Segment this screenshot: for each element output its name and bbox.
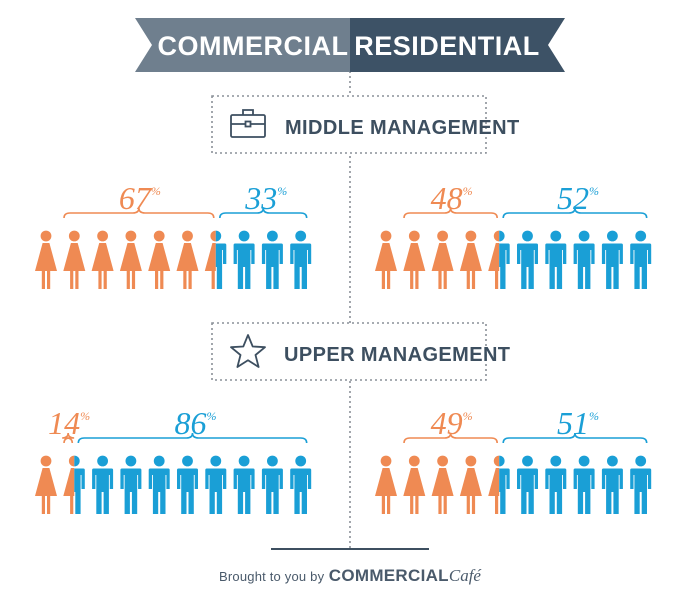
man-figure — [177, 455, 198, 514]
men-percent-label: 52% — [557, 180, 599, 216]
man-figure — [148, 455, 170, 514]
footer-brand: COMMERCIAL — [328, 566, 449, 585]
star-icon — [230, 334, 266, 368]
banner-left-ribbon — [135, 18, 350, 72]
woman-figure — [148, 230, 171, 289]
men-percent-label-sign: % — [589, 184, 599, 198]
footer-prefix: Brought to you by — [219, 569, 325, 584]
woman-figure — [91, 230, 114, 289]
women-percent-label-sign: % — [463, 184, 473, 198]
woman-figure — [375, 230, 397, 289]
man-figure — [573, 230, 595, 289]
men-percent-label: 51% — [557, 405, 599, 441]
woman-figure — [63, 230, 86, 289]
women-brace — [62, 432, 75, 444]
women-percent-label: 14% — [48, 405, 90, 441]
man-figure — [601, 230, 623, 289]
man-figure — [261, 230, 283, 289]
banner-commercial-label: COMMERCIAL — [158, 31, 349, 61]
man-figure — [517, 455, 538, 514]
women-percent-label-sign: % — [463, 409, 473, 423]
men-percent-label-value: 33 — [244, 180, 277, 216]
briefcase-icon — [230, 109, 266, 138]
panel-upper-commercial: 14% 86% — [35, 405, 312, 514]
middle-management-box: MIDDLE MANAGEMENT — [211, 95, 520, 154]
woman-figure — [176, 230, 199, 289]
woman-figure — [35, 230, 57, 289]
women-percent-label-value: 67 — [119, 180, 153, 216]
man-figure — [573, 455, 595, 514]
women-percent-label-value: 48 — [431, 180, 463, 216]
banner-residential-label: RESIDENTIAL — [354, 31, 540, 61]
upper-management-label: UPPER MANAGEMENT — [284, 344, 510, 366]
man-figure — [545, 455, 567, 514]
man-figure — [233, 455, 255, 514]
middle-management-label: MIDDLE MANAGEMENT — [285, 117, 520, 139]
woman-figure — [119, 230, 142, 289]
men-percent-label-value: 52 — [557, 180, 589, 216]
women-percent-label: 49% — [431, 405, 473, 441]
man-figure — [233, 230, 255, 289]
woman-figure — [459, 230, 482, 289]
man-figure — [205, 455, 227, 514]
woman-figure — [459, 455, 482, 514]
men-percent-label: 86% — [175, 405, 217, 441]
man-figure — [261, 455, 283, 514]
footer-credit: Brought to you by COMMERCIALCafé — [0, 566, 700, 586]
upper-management-box: UPPER MANAGEMENT — [211, 322, 510, 381]
header-banner: COMMERCIAL RESIDENTIAL — [135, 18, 565, 72]
women-percent-label-sign: % — [151, 184, 161, 198]
man-figure — [290, 455, 312, 514]
men-percent-label-value: 51 — [557, 405, 589, 441]
panel-middle-commercial: 67% 33% — [35, 180, 312, 289]
man-figure — [630, 230, 652, 289]
men-percent-label-sign: % — [589, 409, 599, 423]
stat-panels: 67% 33% 48% 52%14% 86% 49% 51% — [35, 180, 652, 514]
women-percent-label: 48% — [431, 180, 473, 216]
man-figure — [120, 455, 142, 514]
women-percent-label: 67% — [119, 180, 161, 216]
women-percent-label-value: 14 — [48, 405, 80, 441]
woman-figure — [403, 230, 426, 289]
women-brace — [403, 207, 498, 219]
women-percent-label-value: 49 — [431, 405, 463, 441]
man-figure — [290, 230, 312, 289]
panel-middle-residential: 48% 52% — [375, 180, 652, 289]
men-brace — [502, 207, 648, 219]
women-percent-label-sign: % — [80, 409, 90, 423]
women-brace — [403, 432, 498, 444]
footer-brand-suffix: Café — [448, 566, 481, 585]
men-brace — [77, 432, 308, 444]
men-percent-label-value: 86 — [175, 405, 207, 441]
woman-figure — [431, 455, 454, 514]
man-figure — [517, 230, 538, 289]
woman-figure — [375, 455, 397, 514]
banner-right-ribbon — [350, 18, 565, 72]
men-percent-label-sign: % — [277, 184, 287, 198]
woman-figure — [35, 455, 57, 514]
woman-figure — [431, 230, 454, 289]
men-percent-label: 33% — [244, 180, 287, 216]
man-figure — [630, 455, 652, 514]
man-figure — [545, 230, 567, 289]
men-brace — [502, 432, 648, 444]
man-figure — [92, 455, 114, 514]
woman-figure — [403, 455, 426, 514]
panel-upper-residential: 49% 51% — [375, 405, 652, 514]
men-brace — [219, 207, 308, 219]
men-percent-label-sign: % — [207, 409, 217, 423]
women-brace — [63, 207, 215, 219]
man-figure — [601, 455, 623, 514]
